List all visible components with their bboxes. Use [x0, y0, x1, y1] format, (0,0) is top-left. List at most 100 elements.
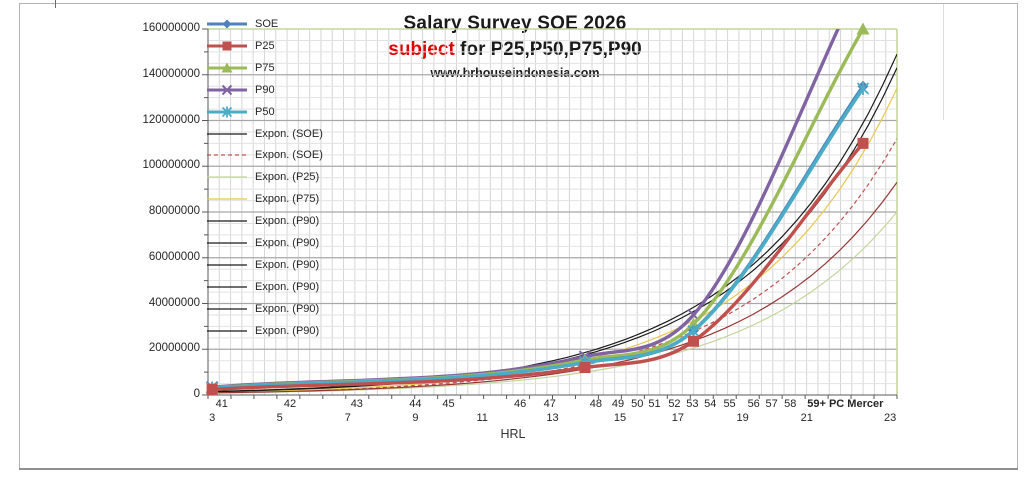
- legend-sample-star-line: [207, 106, 247, 118]
- series-line-P25: [210, 141, 865, 392]
- y-tick-label: 20000000: [148, 342, 200, 355]
- legend-item-Expon-P90-: Expon. (P90): [206, 279, 319, 295]
- legend-item-Expon-P90-: Expon. (P90): [206, 301, 319, 317]
- legend-item-P90: P90: [206, 82, 275, 98]
- legend-label: Expon. (SOE): [255, 127, 323, 140]
- x-tick-label: 15: [613, 412, 627, 424]
- window-border-bottom: [19, 468, 1018, 470]
- window-border-top: [19, 3, 1018, 4]
- x-tick-label: 13: [546, 412, 559, 424]
- x-tick-label: 21: [800, 412, 813, 424]
- x-tick-label: 7: [344, 412, 351, 424]
- legend-label: P75: [255, 61, 275, 74]
- legend-item-Expon-SOE-: Expon. (SOE): [206, 147, 323, 163]
- legend-sample-trend-line: [207, 132, 247, 135]
- legend-sample-trend-line: [207, 329, 247, 332]
- legend-label: SOE: [255, 18, 279, 30]
- top-edge-tick: [55, 0, 56, 8]
- x-tick-label: 58: [784, 398, 797, 410]
- gridlines: [208, 29, 897, 395]
- x-tick-label: 53: [686, 398, 699, 410]
- window-border-right: [1017, 3, 1018, 469]
- y-tick-label: 0: [193, 388, 200, 400]
- legend-label: P50: [255, 105, 275, 118]
- legend-item-Expon-P90-: Expon. (P90): [206, 323, 319, 339]
- x-tick-label: 47: [543, 398, 556, 410]
- legend-label: Expon. (P25): [255, 171, 320, 184]
- x-tick-label: 43: [350, 398, 363, 410]
- legend-label: Expon. (P90): [255, 302, 320, 315]
- legend-sample-square-line: [207, 41, 247, 51]
- legend-sample-trend-line: [207, 264, 247, 266]
- legend-sample-trend-line: [207, 176, 247, 178]
- legend-label: Expon. (SOE): [255, 149, 323, 162]
- window-border-left: [19, 3, 20, 469]
- legend-item-SOE: SOE: [206, 16, 278, 32]
- y-tick-label: 160000000: [142, 22, 200, 34]
- x-tick-label: 46: [513, 398, 527, 410]
- y-tick-label: 120000000: [142, 113, 200, 126]
- legend-sample-trend-line: [207, 220, 247, 222]
- legend-sample-trend-line: [207, 286, 247, 288]
- trendline-4-ExponP90: [208, 181, 897, 394]
- legend-sample-triangle-line: [207, 62, 247, 73]
- x-tick-label: 42: [283, 398, 297, 410]
- series-line-P50: [210, 86, 865, 390]
- legend-item-Expon-P90-: Expon. (P90): [206, 257, 319, 273]
- legend-label: Expon. (P90): [255, 215, 320, 228]
- series-markers-P25: [206, 137, 869, 396]
- spreadsheet-gridline: [943, 4, 944, 120]
- x-tick-label: 50: [631, 398, 644, 410]
- chart-subtitle-highlight: subject: [388, 39, 455, 60]
- y-tick-label: 60000000: [148, 250, 200, 263]
- x-tick-label: 5: [276, 412, 283, 424]
- x-tick-label: 45: [442, 398, 455, 410]
- legend-sample-x-line: [207, 84, 247, 95]
- legend-label: Expon. (P75): [255, 193, 320, 206]
- x-tick-label: 41: [215, 398, 228, 410]
- y-tick-label: 140000000: [142, 67, 200, 80]
- legend-item-P50: P50: [206, 104, 275, 120]
- legend-label: Expon. (P90): [255, 258, 320, 271]
- x-tick-label: 55: [723, 398, 736, 410]
- y-tick-label: 40000000: [148, 296, 200, 309]
- x-tick-label: 48: [589, 398, 603, 410]
- legend-label: P90: [255, 83, 275, 96]
- x-tick-label: 19: [736, 412, 749, 424]
- legend-item-Expon-P90-: Expon. (P90): [206, 235, 319, 251]
- x-tick-label: 9: [412, 412, 419, 424]
- legend-sample-trend-line: [207, 242, 247, 244]
- website-url: www.hrhouseindonesia.com: [430, 66, 600, 80]
- legend-sample-trend-line: [207, 308, 247, 310]
- legend-item-P75: P75: [206, 60, 275, 76]
- x-tick-label: 17: [671, 412, 685, 424]
- legend-label: Expon. (P90): [255, 237, 320, 249]
- x-axis-title: HRL: [500, 427, 526, 441]
- x-tick-label: 23: [883, 412, 897, 424]
- chart-subtitle-rest: for P25,P50,P75,P90: [454, 39, 642, 60]
- legend-label: Expon. (P90): [255, 324, 320, 337]
- legend-item-Expon-P75-: Expon. (P75): [206, 191, 319, 207]
- legend-label: P25: [255, 39, 275, 52]
- legend-sample-diamond-line: [207, 19, 247, 29]
- x-tick-label: 3: [209, 412, 216, 424]
- y-tick-label: 80000000: [148, 205, 200, 217]
- chart-subtitle: subject for P25,P50,P75,P90: [280, 39, 750, 61]
- legend-sample-trend-line: [207, 154, 247, 156]
- legend-label: Expon. (P90): [255, 280, 320, 293]
- y-tick-label: 100000000: [142, 159, 200, 172]
- legend-item-Expon-P90-: Expon. (P90): [206, 213, 319, 229]
- x-tick-label: 52: [668, 398, 681, 410]
- x-tick-label: 56: [747, 398, 760, 410]
- legend-item-P25: P25: [206, 38, 275, 54]
- x-tick-label: 49: [611, 398, 625, 410]
- x-tick-label: 51: [648, 398, 661, 410]
- x-tick-label: 57: [765, 398, 778, 410]
- x-tick-label: 11: [476, 412, 488, 424]
- legend-item-Expon-SOE-: Expon. (SOE): [206, 126, 323, 142]
- x-tick-label: 59+ PC Mercer: [807, 398, 884, 410]
- x-tick-label: 54: [704, 398, 717, 410]
- legend-sample-trend-line: [207, 198, 247, 200]
